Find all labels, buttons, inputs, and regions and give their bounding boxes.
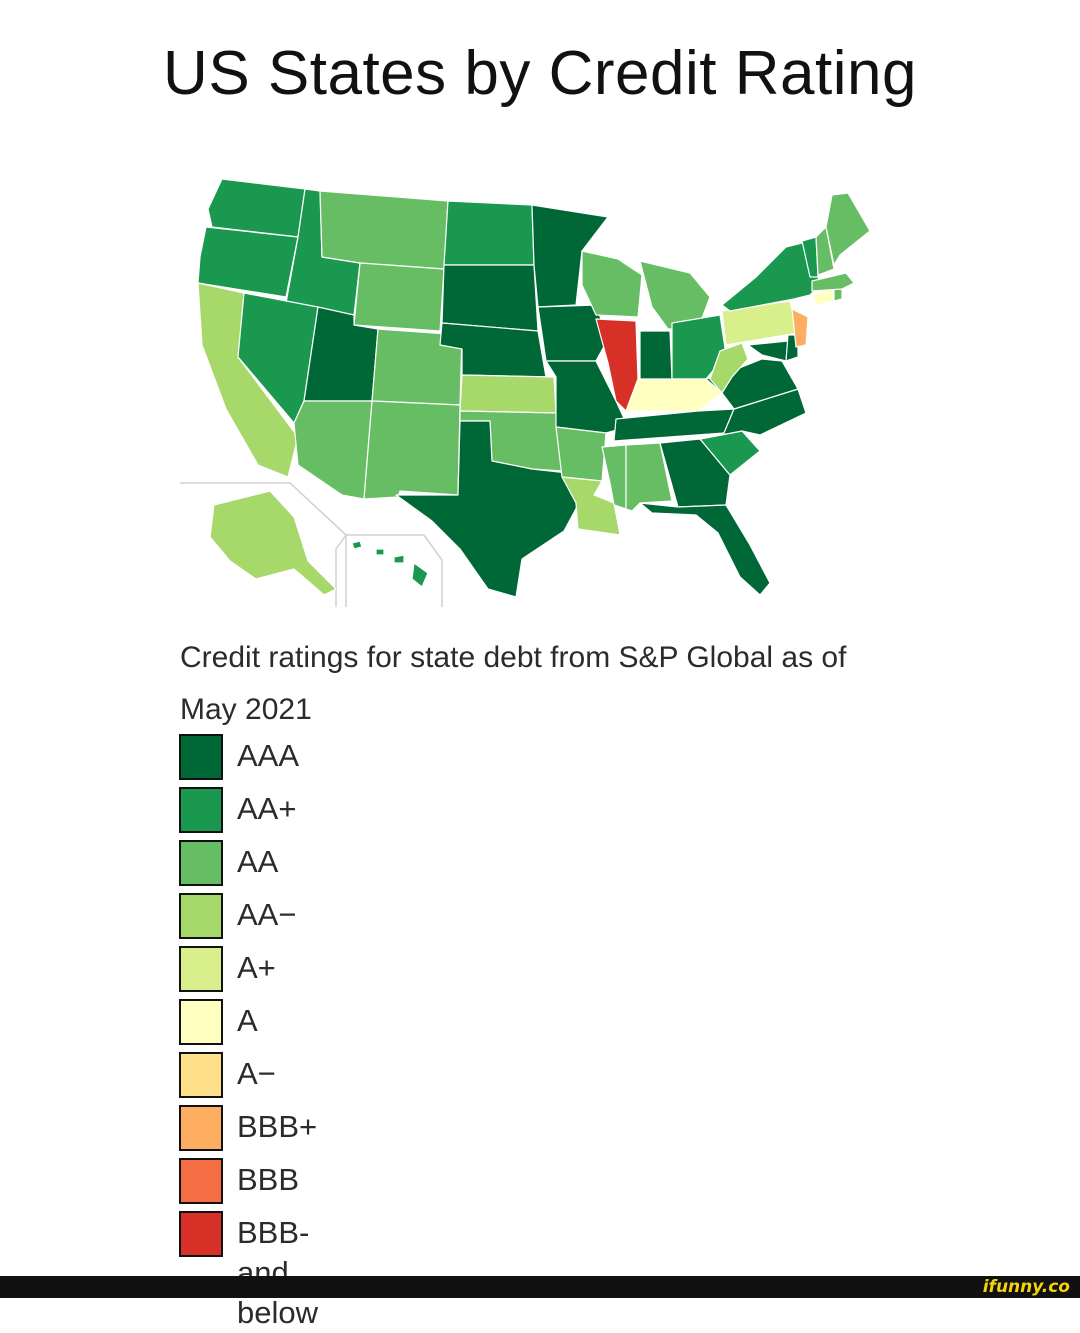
legend-swatch — [179, 1158, 223, 1204]
page-title: US States by Credit Rating — [163, 39, 917, 108]
legend-swatch — [179, 734, 223, 780]
inset-frame-hawaii — [335, 534, 347, 607]
legend-label: AA — [237, 844, 279, 879]
us-map — [170, 165, 890, 620]
legend-swatch — [179, 893, 223, 939]
state-ma — [811, 272, 855, 292]
state-nh — [815, 226, 835, 276]
legend-label: AA+ — [237, 791, 297, 826]
legend-label: A− — [237, 1056, 276, 1091]
state-ia — [537, 304, 609, 362]
legend-label: AAA — [237, 738, 300, 773]
footer-bar — [0, 1276, 1080, 1298]
state-la — [561, 476, 621, 536]
state-or — [197, 226, 299, 298]
state-ct — [811, 288, 835, 306]
state-wv — [709, 342, 749, 394]
ifunny-watermark: ifunny.co — [982, 1277, 1070, 1297]
state-ky — [625, 378, 723, 412]
map-svg — [180, 178, 871, 607]
state-fl — [639, 502, 771, 596]
legend-swatch — [179, 1105, 223, 1151]
legend-swatch — [179, 1052, 223, 1098]
legend-swatch — [179, 999, 223, 1045]
state-az — [293, 400, 373, 500]
state-ar — [555, 426, 607, 482]
legend-swatch — [179, 840, 223, 886]
map-caption: Credit ratings for state debt from S&P G… — [180, 641, 847, 726]
state-ri — [833, 288, 843, 302]
state-mt — [319, 190, 449, 270]
state-vt — [801, 236, 819, 278]
state-mn — [531, 204, 609, 308]
state-wi — [581, 250, 643, 318]
legend-label: BBB- and below — [237, 1215, 318, 1330]
legend-label: BBB+ — [237, 1109, 318, 1144]
state-nj — [791, 308, 809, 348]
inset-frame-alaska — [180, 482, 347, 607]
state-ms — [601, 444, 627, 510]
state-nm — [363, 400, 461, 500]
state-ga — [659, 438, 731, 508]
state-md — [747, 340, 789, 362]
legend-swatch — [179, 787, 223, 833]
state-nc — [699, 388, 807, 440]
state-wy — [353, 262, 445, 332]
state-ak — [209, 490, 337, 596]
legend-label: AA− — [237, 897, 297, 932]
inset-frame-hawaii-right — [346, 534, 443, 607]
state-sd — [441, 264, 539, 332]
legend-label: BBB — [237, 1162, 300, 1197]
state-ks — [459, 374, 557, 414]
legend-label: A+ — [237, 950, 276, 985]
state-tx — [395, 420, 579, 598]
state-hi — [351, 540, 429, 588]
legend-swatch — [179, 1211, 223, 1257]
state-nd — [443, 200, 535, 266]
state-me — [825, 192, 871, 266]
legend-swatch — [179, 946, 223, 992]
legend-label: A — [237, 1003, 258, 1038]
